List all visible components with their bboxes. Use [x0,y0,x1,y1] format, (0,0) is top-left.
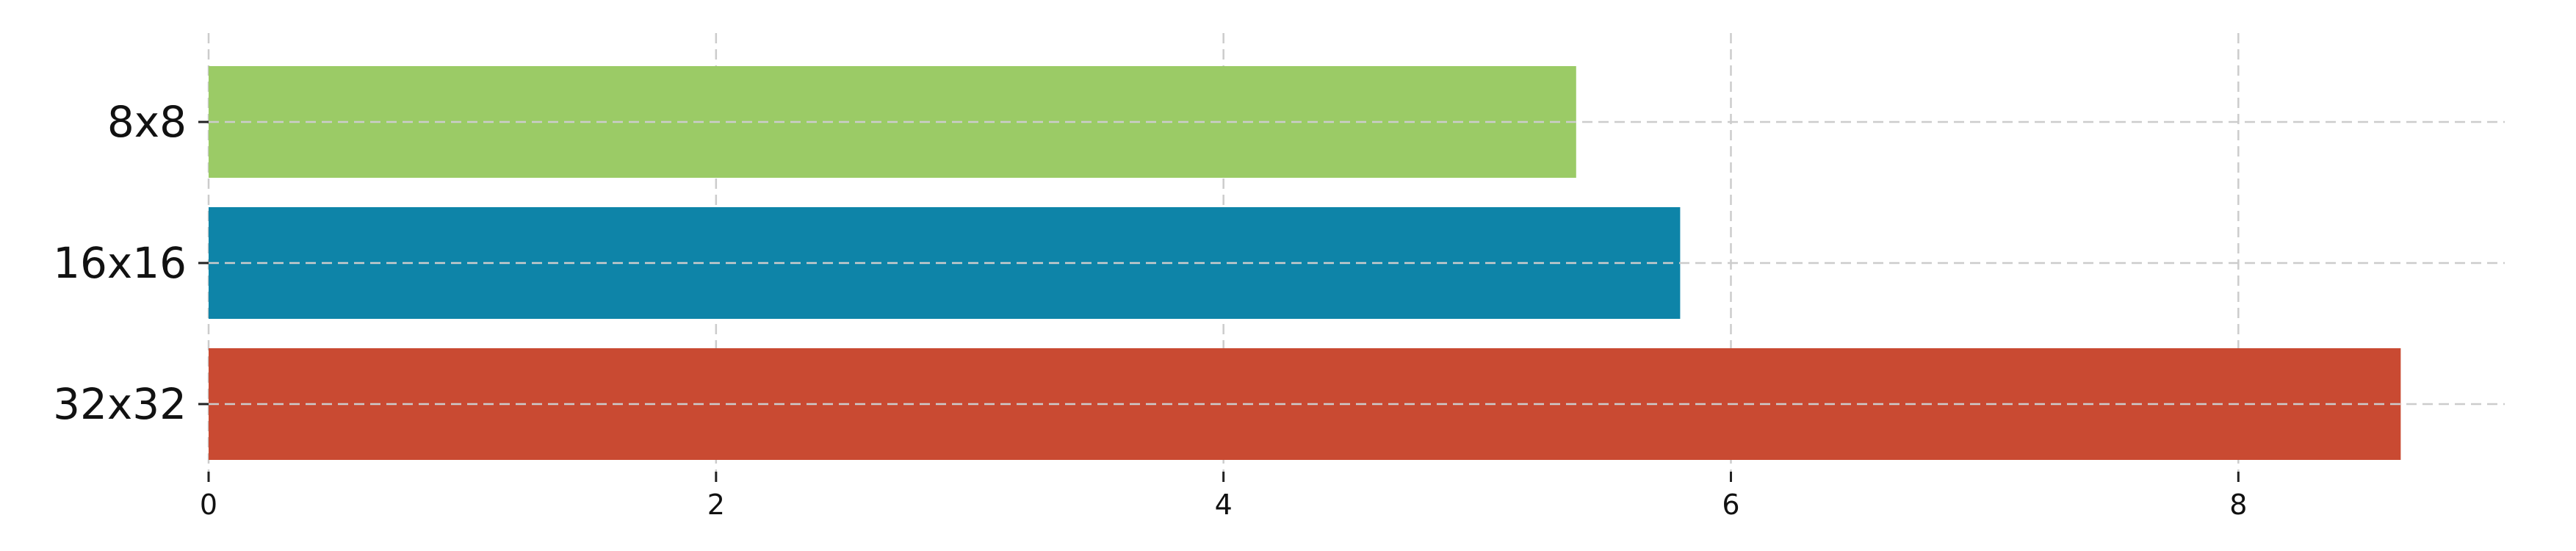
x-tick-label-0: 0 [200,489,217,521]
x-tick-label-8: 8 [2229,489,2247,521]
x-axis: 0 2 4 6 8 [200,472,2247,521]
y-tick-label-8x8: 8x8 [107,97,187,147]
x-tick-label-6: 6 [1722,489,1739,521]
y-tick-label-16x16: 16x16 [53,238,187,288]
y-tick-label-32x32: 32x32 [53,379,187,429]
category-gridlines [209,120,2505,406]
x-tick-label-2: 2 [707,489,725,521]
y-axis: 8x8 16x16 32x32 [53,97,209,429]
x-tick-label-4: 4 [1215,489,1233,521]
